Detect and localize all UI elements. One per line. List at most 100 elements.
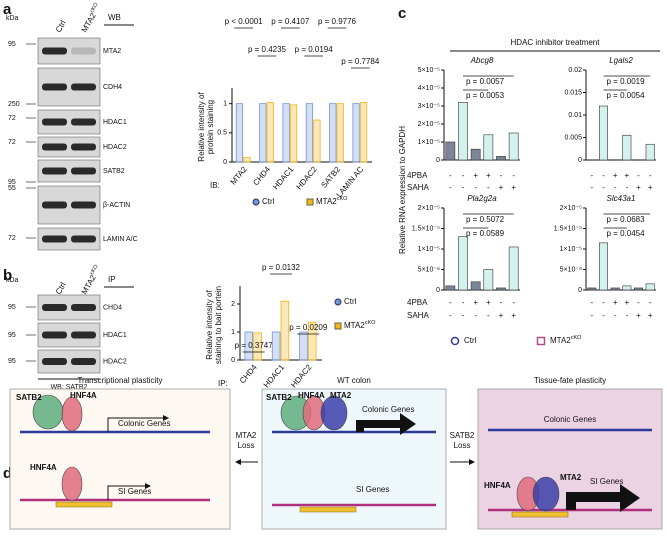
bar (329, 103, 337, 163)
panel-label: c (398, 5, 406, 22)
bar (470, 281, 481, 291)
binding-site (299, 506, 357, 513)
p-value: p = 0.0194 (295, 45, 334, 54)
y-axis-label: Relative intensity of (197, 92, 206, 162)
y-tick-label: 0.02 (568, 67, 582, 74)
y-tick-label: 5×10⁻⁶ (560, 266, 582, 273)
treatment-sign: - (637, 171, 640, 180)
big-arrow (566, 484, 640, 512)
bar (508, 132, 519, 161)
p-value: p = 0.0209 (289, 323, 328, 332)
treatment-sign: + (511, 311, 516, 320)
arrow (107, 415, 169, 432)
y-tick-label: 1.5×10⁻⁵ (412, 225, 440, 232)
legend-swatch (334, 298, 342, 306)
y-tick-label: 1.5×10⁻⁵ (554, 225, 582, 232)
p-value: p = 0.4235 (248, 45, 287, 54)
bar (458, 236, 468, 291)
label: Loss (454, 441, 471, 450)
binding-site (511, 511, 569, 518)
big-arrow (356, 413, 416, 435)
bar (508, 246, 519, 291)
p-value: p = 0.0019 (607, 77, 646, 86)
kda-marker: 95 (8, 179, 16, 186)
band (71, 201, 96, 209)
lane-label: MTA2cKO (79, 1, 103, 34)
p-value: p = 0.0054 (607, 91, 646, 100)
treatment-sign: - (449, 183, 452, 192)
lane-label-main: MTA2 (80, 11, 98, 34)
bar (483, 269, 494, 291)
legend-label: MTA2cKO (550, 335, 582, 345)
label: SATB2 (450, 431, 475, 440)
treatment-sign: + (499, 311, 504, 320)
legend-label-sup: cKO (365, 320, 376, 326)
y-tick-label: 0 (436, 157, 440, 164)
bar (243, 156, 251, 163)
kda-marker: 55 (8, 185, 16, 192)
chart-title: Lgals2 (609, 56, 633, 65)
blot-strip (37, 227, 101, 251)
x-tick-label: MTA2 (229, 164, 250, 186)
band (42, 358, 67, 365)
band (71, 118, 96, 126)
protein-label: LAMIN A/C (103, 236, 138, 243)
bar (598, 105, 608, 161)
band (42, 143, 67, 151)
panel-label: a (3, 1, 12, 18)
treatment-sign: - (449, 298, 452, 307)
box-title: Transcriptional plasticity (77, 376, 162, 385)
label: SATB2 (16, 393, 42, 402)
bar (633, 287, 643, 291)
bar (587, 287, 597, 291)
x-tick-label: SATB2 (319, 164, 342, 189)
protein (320, 395, 348, 431)
bar (235, 103, 244, 163)
label: MTA2 (560, 473, 582, 482)
bar (280, 300, 290, 361)
kda-marker: 95 (8, 332, 16, 339)
treatment-sign: + (636, 311, 641, 320)
band (71, 167, 96, 175)
legend-label: Ctrl (464, 336, 477, 345)
treatment-sign: - (602, 183, 605, 192)
treatment-sign: - (590, 183, 593, 192)
p-value: p = 0.3747 (235, 341, 274, 350)
band (42, 304, 67, 311)
treatment-sign: + (636, 183, 641, 192)
treatment-sign: + (648, 183, 653, 192)
bar (299, 331, 308, 361)
bar (622, 134, 632, 161)
kda-marker: 72 (8, 235, 16, 242)
treatment-sign: - (614, 183, 617, 192)
label: Colonic Genes (544, 415, 596, 424)
p-value: p = 0.4107 (271, 17, 310, 26)
x-tick-label: HDAC1 (262, 362, 287, 389)
x-tick-label: CHD4 (238, 362, 259, 385)
treatment-sign: - (602, 311, 605, 320)
legend-swatch (306, 198, 314, 206)
box-title: Tissue-fate plasticity (534, 376, 606, 385)
bar (610, 287, 620, 291)
bar (445, 285, 456, 291)
legend-label: MTA2cKO (316, 196, 348, 206)
treatment-sign: + (648, 311, 653, 320)
protein-label: CHD4 (103, 304, 122, 311)
legend-swatch (536, 336, 546, 346)
y-axis-label: protein staining (206, 100, 215, 154)
label: SI Genes (356, 485, 389, 494)
treatment-sign: + (613, 171, 618, 180)
lane-label-main: MTA2 (80, 273, 98, 296)
axis-prefix: IB: (210, 181, 220, 190)
bar (282, 103, 290, 163)
y-tick-label: 1 (223, 101, 227, 108)
treatment-label: SAHA (407, 183, 429, 192)
bar (336, 103, 344, 163)
treatment-label: SAHA (407, 311, 429, 320)
bar (253, 332, 262, 361)
x-tick-label: HDAC1 (271, 164, 296, 191)
treatment-sign: + (473, 298, 478, 307)
treatment-sign: - (602, 171, 605, 180)
band (42, 167, 67, 175)
bar (470, 148, 481, 161)
